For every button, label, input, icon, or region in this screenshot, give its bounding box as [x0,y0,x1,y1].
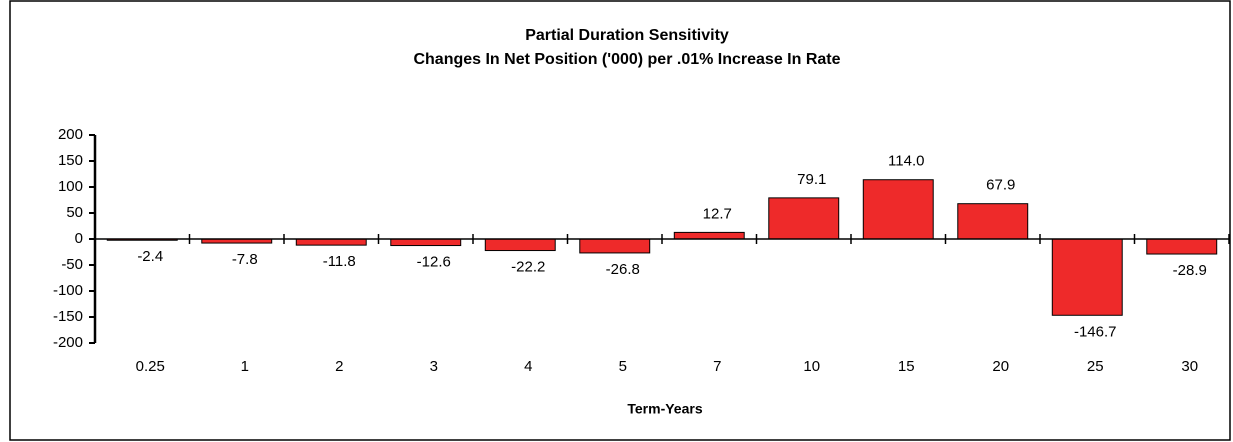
bar [957,203,1029,240]
value-label: -28.9 [1173,262,1207,279]
y-tick-label: 200 [58,126,83,143]
x-tick-label: 0.25 [136,358,165,375]
y-tick-label: -150 [53,308,83,325]
x-tick-label: 7 [713,358,721,375]
value-label: -12.6 [417,254,451,271]
bar [862,179,934,240]
bar [1051,238,1123,316]
x-tick-label: 3 [430,358,438,375]
y-tick-label: 50 [66,204,83,221]
chart-title: Partial Duration Sensitivity [525,27,729,44]
value-label: -22.2 [511,259,545,276]
value-label: 12.7 [703,205,732,222]
x-tick-label: 30 [1181,358,1198,375]
x-tick-label: 5 [619,358,627,375]
x-tick-label: 15 [898,358,915,375]
value-label: -26.8 [606,261,640,278]
x-tick-label: 10 [803,358,820,375]
bar [579,238,651,254]
x-tick-label: 25 [1087,358,1104,375]
value-label: 114.0 [888,153,924,170]
x-tick-label: 20 [992,358,1009,375]
value-label: -2.4 [137,248,163,265]
bar [1146,238,1218,255]
x-tick-label: 4 [524,358,532,375]
bar [673,231,745,240]
chart-subtitle: Changes In Net Position ('000) per .01% … [413,51,840,68]
y-tick-label: -200 [53,334,83,351]
bar [295,238,367,246]
y-tick-label: 0 [75,230,83,247]
y-tick-label: -50 [61,256,83,273]
x-tick-label: 2 [335,358,343,375]
bar [390,238,462,247]
bar [484,238,556,252]
value-label: -11.8 [323,253,356,270]
x-tick-label: 1 [241,358,249,375]
y-tick-label: 100 [58,178,83,195]
value-label: 67.9 [986,177,1015,194]
bar [768,197,840,240]
value-label: 79.1 [797,171,826,188]
y-tick-label: -100 [53,282,83,299]
x-axis-title: Term-Years [627,401,702,417]
value-label: -7.8 [232,251,258,268]
value-label: -146.7 [1074,323,1117,340]
y-tick-label: 150 [58,152,83,169]
